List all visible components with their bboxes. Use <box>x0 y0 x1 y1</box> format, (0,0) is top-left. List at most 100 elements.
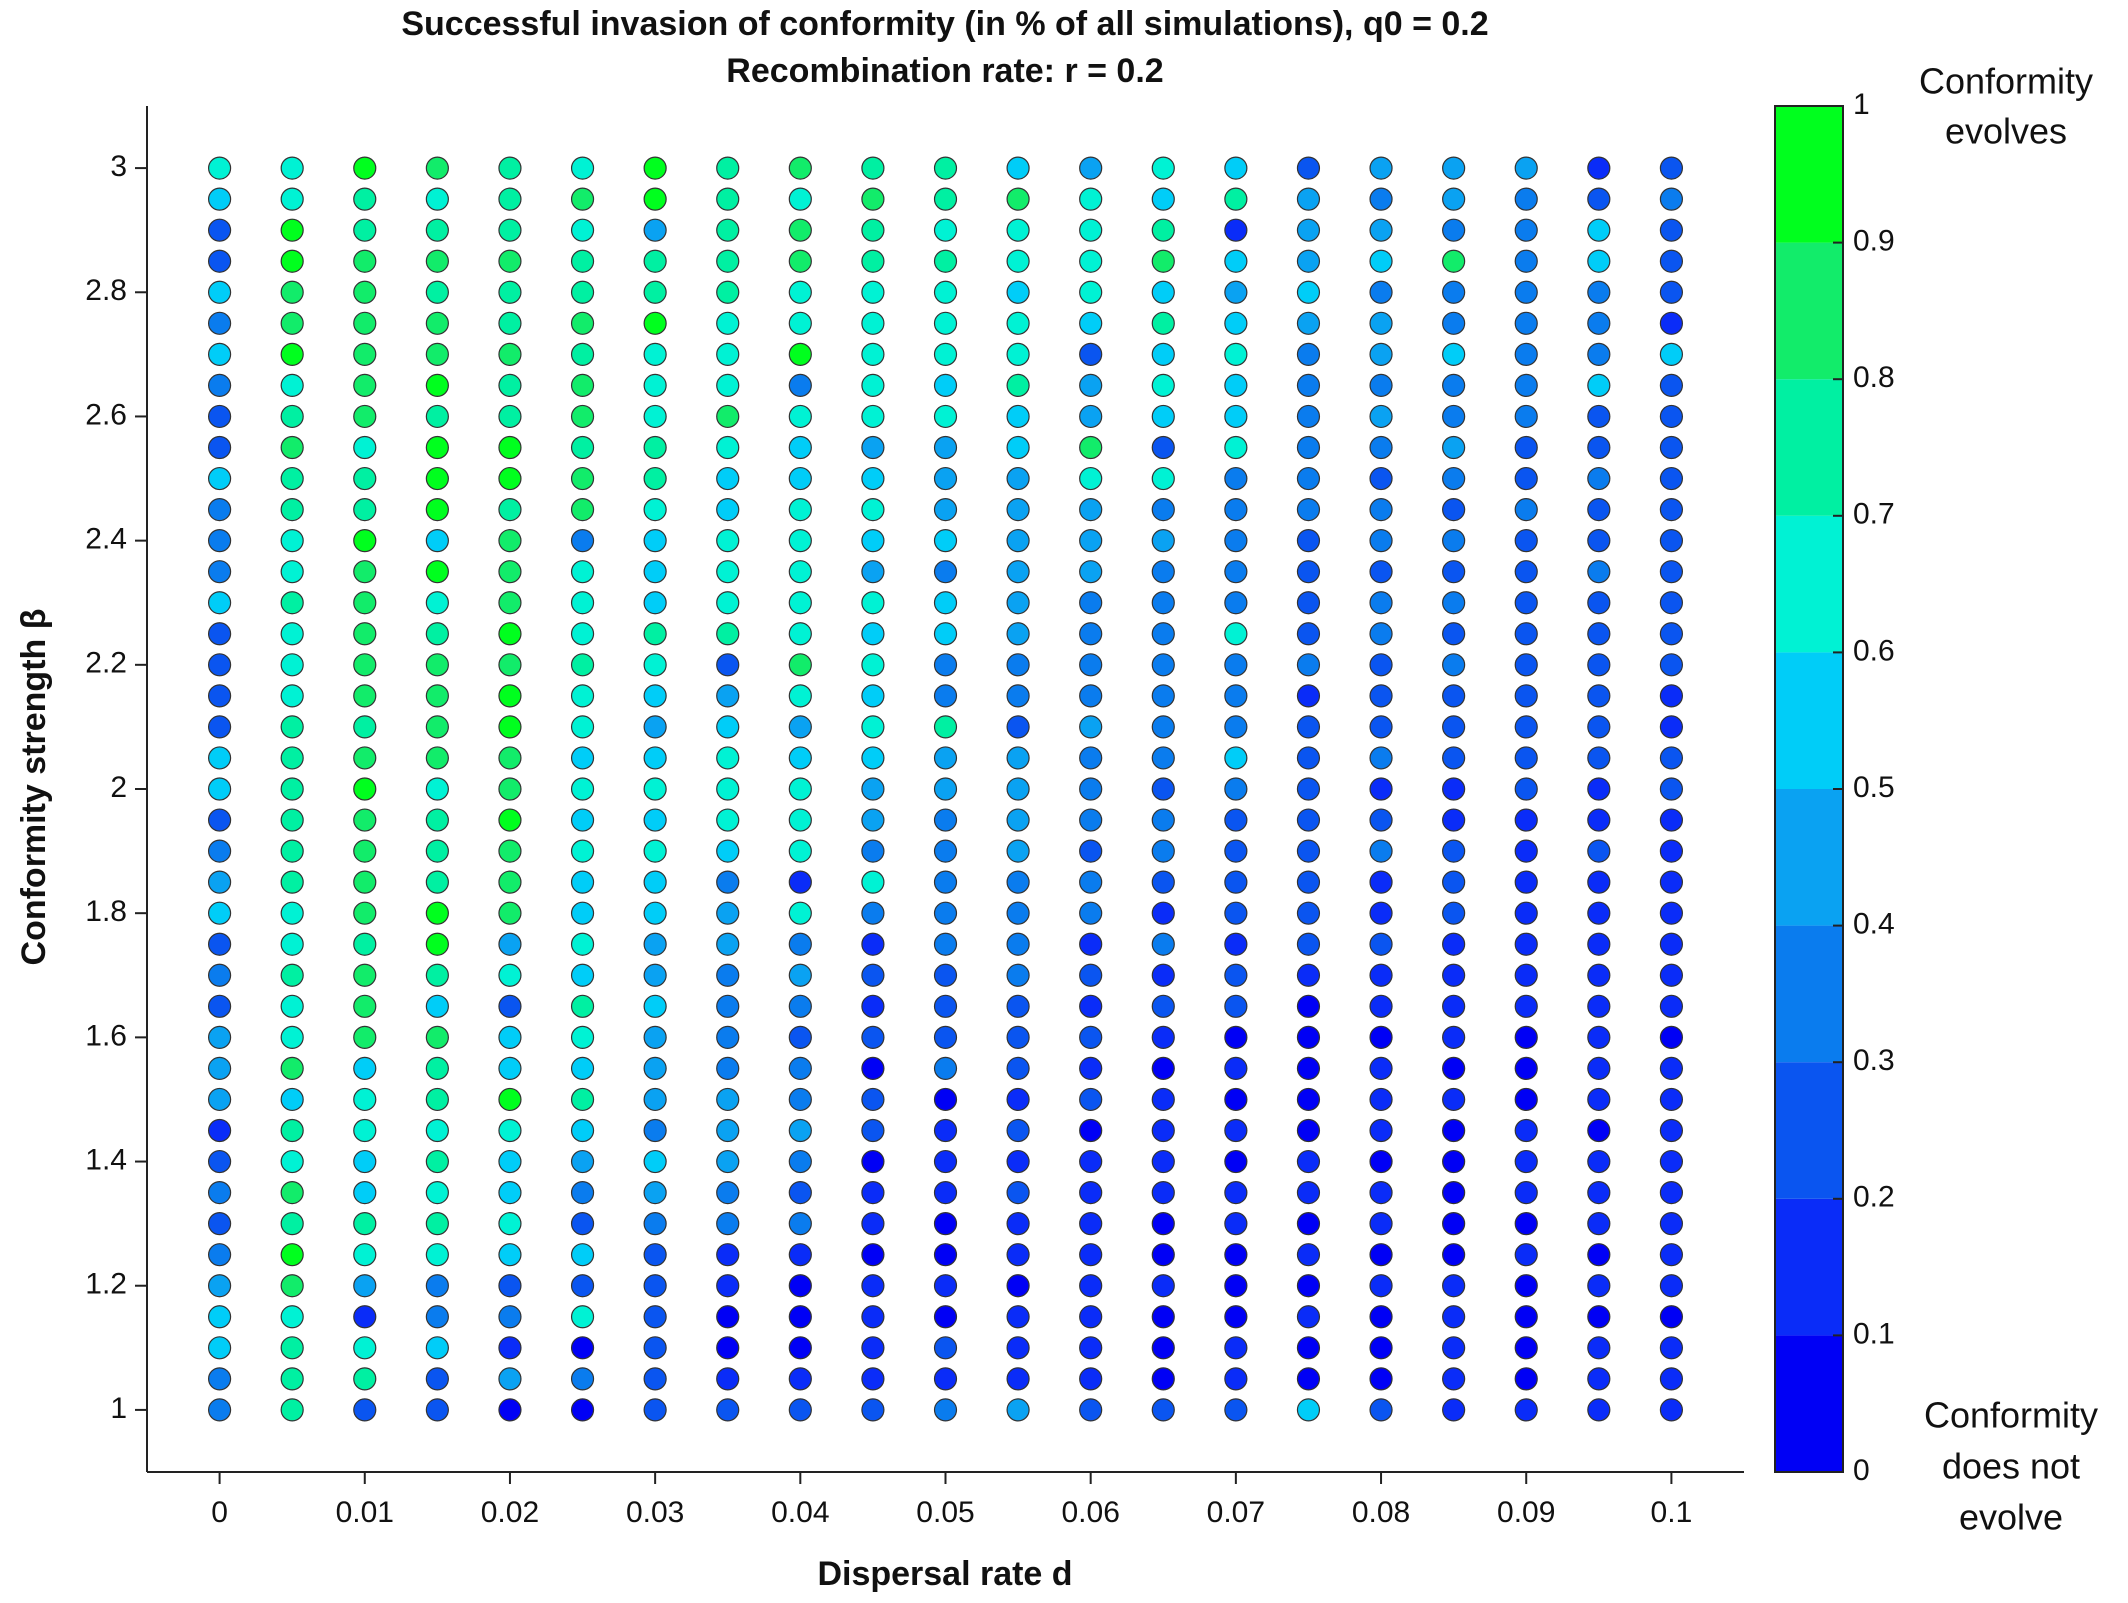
data-point <box>933 218 958 242</box>
data-point <box>1224 1305 1248 1329</box>
data-point <box>1514 963 1538 987</box>
data-point <box>353 684 377 708</box>
data-point <box>1659 1398 1684 1422</box>
data-point <box>1659 1336 1684 1360</box>
data-point <box>353 746 377 770</box>
data-point <box>1224 280 1248 304</box>
data-point <box>498 497 522 522</box>
data-point <box>1369 1087 1393 1112</box>
data-point <box>1006 187 1030 211</box>
data-point <box>788 187 812 211</box>
data-point <box>788 1398 812 1422</box>
data-point <box>1369 746 1393 770</box>
data-point <box>1587 1336 1611 1360</box>
data-point <box>1296 529 1321 553</box>
data-point <box>861 932 885 956</box>
data-point <box>207 1118 232 1143</box>
data-point <box>570 1274 595 1298</box>
data-point <box>1151 1243 1175 1267</box>
data-point <box>1659 653 1684 677</box>
data-point <box>1006 746 1030 770</box>
data-point <box>643 342 667 366</box>
data-point <box>1442 591 1466 615</box>
data-point <box>1006 1243 1030 1267</box>
data-point <box>1369 249 1393 273</box>
data-point <box>570 1025 595 1049</box>
x-tick-label: 0.06 <box>1061 1496 1119 1529</box>
data-point <box>861 1243 885 1267</box>
data-point <box>498 994 522 1018</box>
data-point <box>861 280 885 304</box>
data-point <box>1296 373 1321 398</box>
data-point <box>280 1305 304 1329</box>
data-point <box>861 404 885 429</box>
data-point <box>1587 466 1611 491</box>
data-point <box>570 1305 595 1329</box>
data-point <box>1659 1025 1684 1049</box>
data-point <box>1296 435 1321 460</box>
data-point <box>280 1180 304 1205</box>
data-point <box>933 1367 958 1391</box>
data-point <box>353 1243 377 1267</box>
data-point <box>1006 466 1030 491</box>
colorbar-tick-label: 0.5 <box>1853 771 1895 804</box>
data-point <box>1659 218 1684 242</box>
data-point <box>788 466 812 491</box>
data-point <box>425 249 449 273</box>
data-point <box>353 653 377 677</box>
data-point <box>280 1367 304 1391</box>
data-point <box>1659 1180 1684 1205</box>
data-point <box>1514 529 1538 553</box>
data-point <box>1224 808 1248 832</box>
data-point <box>643 684 667 708</box>
data-point <box>1151 1149 1175 1174</box>
data-point <box>1514 156 1538 180</box>
data-point <box>207 249 232 273</box>
data-point <box>280 808 304 832</box>
y-tick-label: 2.8 <box>85 274 127 307</box>
data-point <box>1296 932 1321 956</box>
data-point <box>861 870 885 894</box>
data-point <box>498 435 522 460</box>
data-point <box>1442 684 1466 708</box>
data-point <box>861 777 885 801</box>
data-point <box>1151 342 1175 366</box>
data-point <box>1442 311 1466 335</box>
data-point <box>1296 715 1321 739</box>
data-point <box>280 777 304 801</box>
data-point <box>1224 622 1248 646</box>
data-point <box>861 497 885 522</box>
data-point <box>1442 1025 1466 1049</box>
data-point <box>353 1398 377 1422</box>
x-tick-label: 0.05 <box>916 1496 974 1529</box>
data-point <box>716 529 740 553</box>
data-point <box>1224 156 1248 180</box>
data-point <box>788 622 812 646</box>
data-point <box>207 1087 232 1112</box>
data-point <box>425 1398 449 1422</box>
colorbar-segment <box>1775 789 1843 926</box>
data-point <box>207 1149 232 1174</box>
data-point <box>1369 1056 1393 1081</box>
data-point <box>643 994 667 1018</box>
data-point <box>353 1274 377 1298</box>
data-point <box>933 622 958 646</box>
data-point <box>788 1025 812 1049</box>
data-point <box>1006 435 1030 460</box>
data-point <box>716 808 740 832</box>
data-point <box>570 1336 595 1360</box>
data-point <box>1659 435 1684 460</box>
data-point <box>1514 342 1538 366</box>
data-point <box>1079 311 1103 335</box>
data-point <box>570 808 595 832</box>
data-point <box>207 435 232 460</box>
data-point <box>788 932 812 956</box>
data-point <box>861 1336 885 1360</box>
data-point <box>933 373 958 398</box>
data-point <box>1079 466 1103 491</box>
data-point <box>643 839 667 863</box>
x-axis-label: Dispersal rate d <box>817 1555 1072 1593</box>
data-point <box>1587 808 1611 832</box>
data-point <box>1514 1367 1538 1391</box>
data-point <box>643 808 667 832</box>
